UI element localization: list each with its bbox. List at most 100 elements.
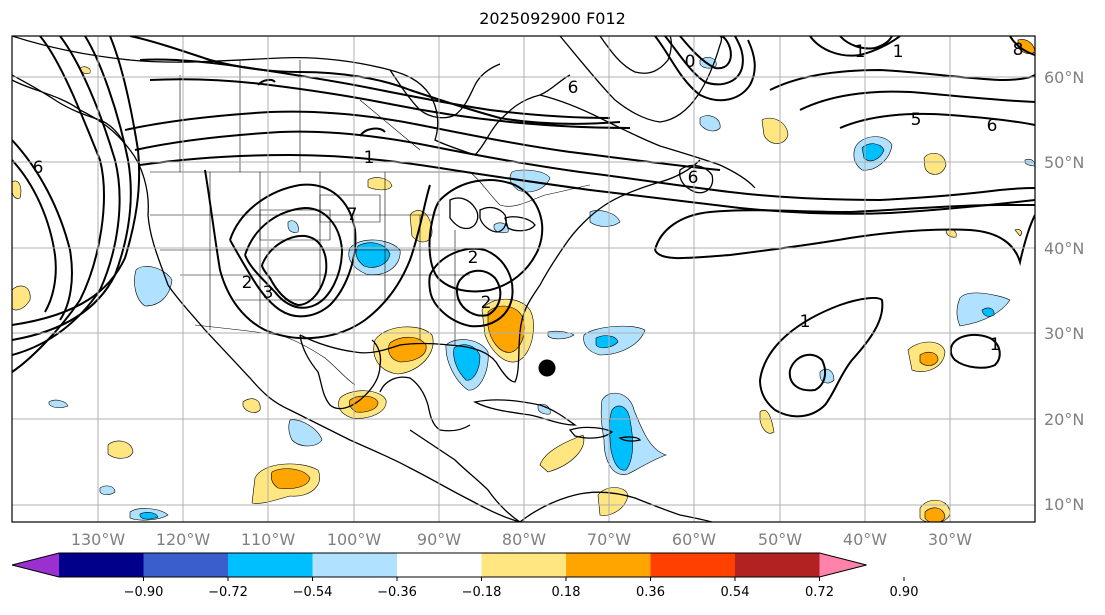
colorbar-segment	[143, 553, 229, 577]
contour-label: 2	[242, 273, 253, 293]
map-title: 2025092900 F012	[479, 9, 626, 28]
negative-anomaly-patch	[861, 143, 885, 162]
negative-anomaly-patch	[589, 210, 621, 227]
negative-anomaly-patch	[595, 335, 619, 349]
colorbar-tick-label: 0.54	[721, 585, 750, 600]
positive-anomaly-patch	[1014, 229, 1022, 237]
negative-anomaly-patch	[355, 242, 391, 268]
mexico-coastline	[299, 334, 382, 410]
lon-label-40w: 40°W	[843, 530, 887, 549]
south-america-coastline	[519, 491, 713, 522]
lon-label-30w: 30°W	[928, 530, 972, 549]
lat-label-50n: 50°N	[1044, 153, 1084, 172]
colorbar-segment	[312, 553, 398, 577]
contour-line	[257, 78, 276, 86]
lon-label-130w: 130°W	[71, 530, 126, 549]
positive-anomaly-patch	[487, 305, 525, 353]
colorbar-tick-label: 0.90	[890, 585, 919, 600]
colorbar-segment	[566, 553, 651, 577]
contour-label: 2	[481, 293, 492, 313]
colorbar-segment	[650, 553, 736, 577]
contour-label: 6	[33, 158, 44, 178]
longitude-labels: 130°W 120°W 110°W 100°W 90°W 80°W 70°W 6…	[71, 530, 972, 549]
contour-line	[261, 234, 328, 307]
colorbar-tick-label: 0.18	[552, 585, 581, 600]
contour-label: 1	[990, 335, 1001, 355]
colorbar-tick-label: −0.54	[293, 585, 333, 600]
labrador-coastline	[539, 94, 756, 189]
negative-anomaly-patch	[48, 399, 69, 409]
colorbar: −0.90 −0.72 −0.54 −0.36 −0.18 0.18 0.36 0.54 0.7…	[11, 552, 919, 600]
contour-label: 6	[987, 116, 998, 136]
contour-line	[788, 353, 827, 392]
alaska-coastline	[12, 74, 126, 146]
contour-labels: 1 1 2 2 3 5 6 6 6 7 1 1 2 6 0 1 8	[33, 40, 1024, 355]
contour-line	[139, 153, 1035, 215]
hispaniola-coastline	[568, 426, 614, 439]
baffin-coastline	[599, 36, 672, 74]
lon-label-60w: 60°W	[672, 530, 716, 549]
contour-line	[809, 36, 901, 57]
contour-label: 6	[688, 168, 699, 188]
colorbar-tick-label: 0.72	[805, 585, 834, 600]
contour-label: 1	[800, 312, 811, 332]
graticule	[12, 36, 1035, 522]
us-canada-border	[150, 171, 591, 207]
positive-anomaly-patch	[242, 398, 261, 413]
contour-line	[229, 183, 357, 318]
storm-center-marker	[538, 359, 556, 377]
contour-label: 1	[893, 42, 904, 62]
political-boundaries	[150, 60, 591, 386]
positive-anomaly-patch	[539, 434, 585, 473]
lon-label-80w: 80°W	[502, 530, 546, 549]
colorbar-tick-label: −0.72	[208, 585, 248, 600]
contour-line	[428, 247, 514, 328]
positive-anomaly-patch	[270, 468, 311, 489]
contour-line	[134, 130, 1035, 202]
positive-anomaly-patch	[923, 152, 947, 175]
colorbar-segment	[397, 553, 482, 577]
colorbar-tick-label: −0.18	[462, 585, 502, 600]
positive-anomaly-patch	[367, 177, 393, 191]
colorbar-tick-label: 0.36	[636, 585, 665, 600]
positive-anomaly-patch	[924, 507, 946, 522]
contour-line	[12, 36, 132, 341]
greenland-coastline	[559, 36, 723, 123]
contour-line	[664, 36, 744, 86]
colorbar-tick-label: −0.36	[377, 585, 417, 600]
positive-anomaly-patch	[919, 351, 939, 366]
positive-anomaly-patch	[107, 440, 134, 459]
contour-line	[679, 36, 732, 70]
map-frame	[11, 35, 1036, 523]
negative-anomaly-patch	[288, 419, 323, 447]
contour-line	[12, 139, 73, 321]
contour-label: 1	[855, 42, 866, 62]
contour-label: 5	[911, 110, 922, 130]
contour-line	[949, 333, 1001, 369]
contour-line	[359, 127, 386, 137]
lon-label-110w: 110°W	[241, 530, 296, 549]
contour-line	[12, 36, 121, 356]
puerto-rico-coastline	[618, 436, 642, 442]
latitude-labels: 60°N 50°N 40°N 30°N 20°N 10°N	[1044, 68, 1084, 514]
negative-anomaly-patch	[134, 266, 173, 307]
negative-anomaly-patch	[99, 485, 116, 495]
contour-line	[455, 269, 502, 317]
colorbar-outline	[11, 552, 867, 578]
state-line	[319, 194, 381, 223]
contour-line	[204, 169, 431, 340]
negative-anomaly-patch	[699, 115, 721, 132]
colorbar-segment	[481, 553, 567, 577]
negative-anomaly-patch	[537, 403, 551, 415]
lon-label-120w: 120°W	[156, 530, 211, 549]
contour-label: 2	[468, 248, 479, 268]
contour-line	[244, 206, 344, 309]
negative-anomaly-patch	[453, 344, 481, 381]
map-content: 1 1 2 2 3 5 6 6 6 7 1 1 2 6 0 1 8	[12, 36, 1035, 522]
contour-line	[769, 68, 1035, 91]
lon-label-100w: 100°W	[327, 530, 382, 549]
negative-anomaly-patch	[287, 220, 299, 233]
contour-line	[839, 36, 893, 50]
contour-line	[654, 214, 1035, 266]
